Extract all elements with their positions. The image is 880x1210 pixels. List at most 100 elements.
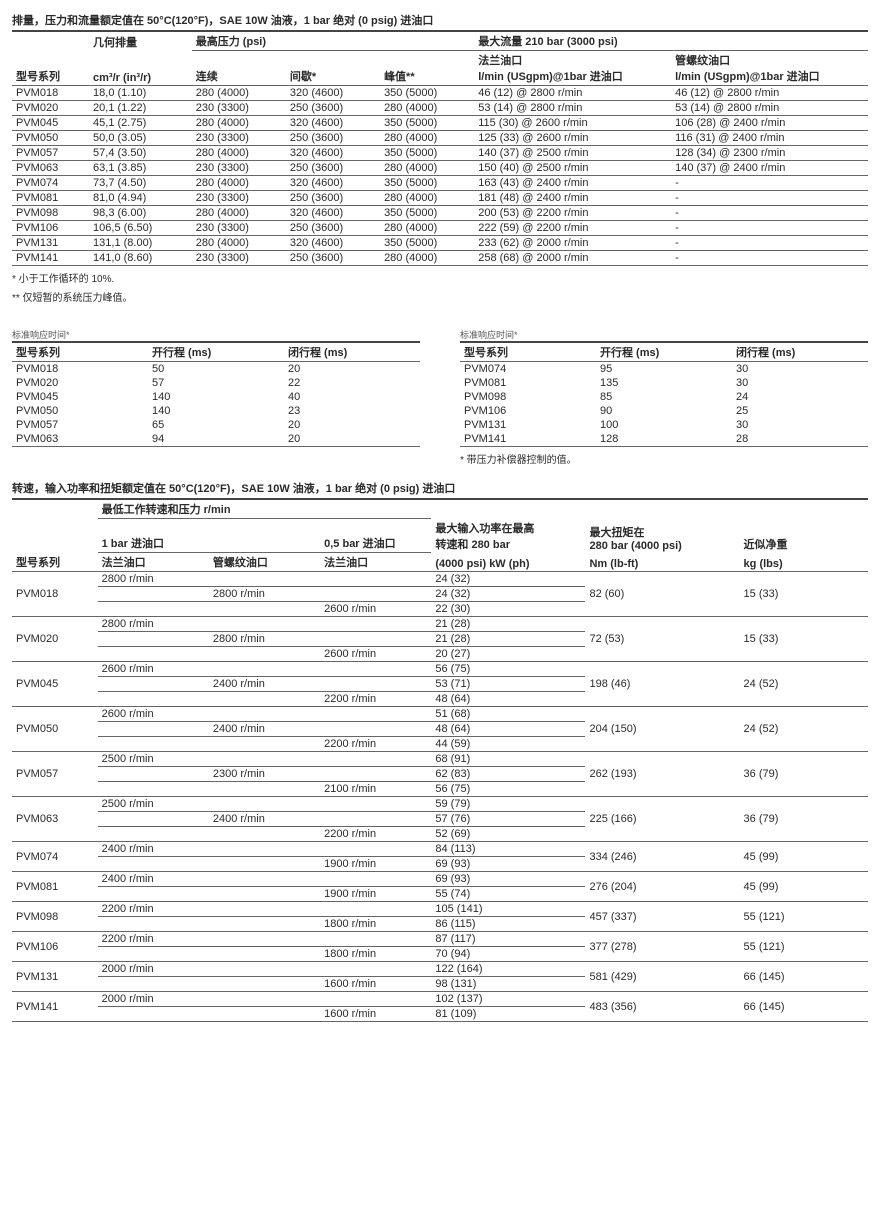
- cell: [320, 632, 431, 647]
- hdr-thread: 管螺纹油口l/min (USgpm)@1bar 进油口: [671, 51, 868, 86]
- cell: 53 (14) @ 2800 r/min: [671, 101, 868, 116]
- cell: 222 (59) @ 2200 r/min: [474, 221, 671, 236]
- table-row: PVM05050,0 (3.05)230 (3300)250 (3600)280…: [12, 131, 868, 146]
- table-row: PVM06363,1 (3.85)230 (3300)250 (3600)280…: [12, 161, 868, 176]
- torque-cell: 204 (150): [585, 707, 739, 752]
- weight-cell: 15 (33): [740, 617, 868, 662]
- table-row: PVM1069025: [460, 404, 868, 418]
- torque-cell: 262 (193): [585, 752, 739, 797]
- cell: PVM081: [12, 191, 89, 206]
- cell: 86 (115): [431, 917, 585, 932]
- cell: 250 (3600): [286, 251, 380, 266]
- cell: 2400 r/min: [98, 842, 209, 857]
- model-cell: PVM081: [12, 872, 98, 902]
- cell: 320 (4600): [286, 206, 380, 221]
- model-cell: PVM018: [12, 572, 98, 617]
- torque-cell: 334 (246): [585, 842, 739, 872]
- cell: 2500 r/min: [98, 797, 209, 812]
- cell: 57: [148, 376, 284, 390]
- t3-power: 最大输入功率在最高转速和 280 bar: [431, 519, 585, 553]
- table-row: PVM0202800 r/min21 (28)72 (53)15 (33): [12, 617, 868, 632]
- cell: 230 (3300): [192, 251, 286, 266]
- cell: PVM081: [460, 376, 596, 390]
- cell: 81,0 (4.94): [89, 191, 192, 206]
- hdr-maxf: 最大流量 210 bar (3000 psi): [474, 31, 868, 51]
- cell: 150 (40) @ 2500 r/min: [474, 161, 671, 176]
- cell: 230 (3300): [192, 101, 286, 116]
- cell: 140: [148, 404, 284, 418]
- torque-cell: 225 (166): [585, 797, 739, 842]
- hdr-model: 型号系列: [12, 51, 89, 86]
- weight-cell: 55 (121): [740, 902, 868, 932]
- cell: 98 (131): [431, 977, 585, 992]
- cell: [98, 887, 209, 902]
- hdr-flange: 法兰油口l/min (USgpm)@1bar 进油口: [474, 51, 671, 86]
- hdr-peak: 峰值**: [380, 51, 474, 86]
- table2-title-right: 标准响应时间*: [460, 328, 868, 341]
- table-row: PVM0988524: [460, 390, 868, 404]
- t3-model: 型号系列: [12, 553, 98, 572]
- cell: 280 (4000): [380, 101, 474, 116]
- model-cell: PVM098: [12, 902, 98, 932]
- weight-cell: 36 (79): [740, 752, 868, 797]
- cell: 320 (4600): [286, 86, 380, 101]
- cell: [209, 857, 320, 872]
- cell: 45,1 (2.75): [89, 116, 192, 131]
- model-cell: PVM131: [12, 962, 98, 992]
- t3-torque: 最大扭矩在280 bar (4000 psi): [585, 519, 739, 553]
- cell: 50: [148, 362, 284, 377]
- cell: 85: [596, 390, 732, 404]
- cell: PVM074: [460, 362, 596, 377]
- cell: 350 (5000): [380, 236, 474, 251]
- cell: 350 (5000): [380, 86, 474, 101]
- cell: 69 (93): [431, 872, 585, 887]
- table-row: PVM0982200 r/min105 (141)457 (337)55 (12…: [12, 902, 868, 917]
- cell: [209, 962, 320, 977]
- weight-cell: 36 (79): [740, 797, 868, 842]
- table-row: PVM13110030: [460, 418, 868, 432]
- cell: 62 (83): [431, 767, 585, 782]
- table-row: PVM131131,1 (8.00)280 (4000)320 (4600)35…: [12, 236, 868, 251]
- cell: [209, 602, 320, 617]
- cell: [320, 587, 431, 602]
- cell: 1600 r/min: [320, 1007, 431, 1022]
- cell: 59 (79): [431, 797, 585, 812]
- cell: 2800 r/min: [98, 617, 209, 632]
- hdr-maxp: 最高压力 (psi): [192, 31, 474, 51]
- cell: [98, 857, 209, 872]
- cell: 115 (30) @ 2600 r/min: [474, 116, 671, 131]
- cell: 56 (75): [431, 782, 585, 797]
- cell: PVM018: [12, 86, 89, 101]
- cell: 23: [284, 404, 420, 418]
- cell: 320 (4600): [286, 116, 380, 131]
- cell: 230 (3300): [192, 131, 286, 146]
- cell: 28: [732, 432, 868, 447]
- cell: [320, 992, 431, 1007]
- cell: [320, 797, 431, 812]
- cell: [320, 872, 431, 887]
- cell: 2600 r/min: [320, 647, 431, 662]
- cell: 2200 r/min: [320, 737, 431, 752]
- torque-cell: 457 (337): [585, 902, 739, 932]
- cell: [209, 797, 320, 812]
- cell: 46 (12) @ 2800 r/min: [671, 86, 868, 101]
- table-row: PVM02020,1 (1.22)230 (3300)250 (3600)280…: [12, 101, 868, 116]
- table-row: PVM1412000 r/min102 (137)483 (356)66 (14…: [12, 992, 868, 1007]
- cell: 2400 r/min: [209, 812, 320, 827]
- cell: 51 (68): [431, 707, 585, 722]
- cell: 73,7 (4.50): [89, 176, 192, 191]
- t3-power3: (4000 psi) kW (ph): [431, 553, 585, 572]
- cell: [320, 617, 431, 632]
- cell: PVM045: [12, 390, 148, 404]
- model-cell: PVM045: [12, 662, 98, 707]
- cell: 2200 r/min: [320, 827, 431, 842]
- hdr-cont: 连续: [192, 51, 286, 86]
- t3-weight: 近似净重: [740, 519, 868, 553]
- cell: 2800 r/min: [98, 572, 209, 587]
- cell: [209, 902, 320, 917]
- cell: 280 (4000): [380, 161, 474, 176]
- cell: PVM057: [12, 146, 89, 161]
- table-row: PVM0742400 r/min84 (113)334 (246)45 (99): [12, 842, 868, 857]
- cell: 2500 r/min: [98, 752, 209, 767]
- cell: 87 (117): [431, 932, 585, 947]
